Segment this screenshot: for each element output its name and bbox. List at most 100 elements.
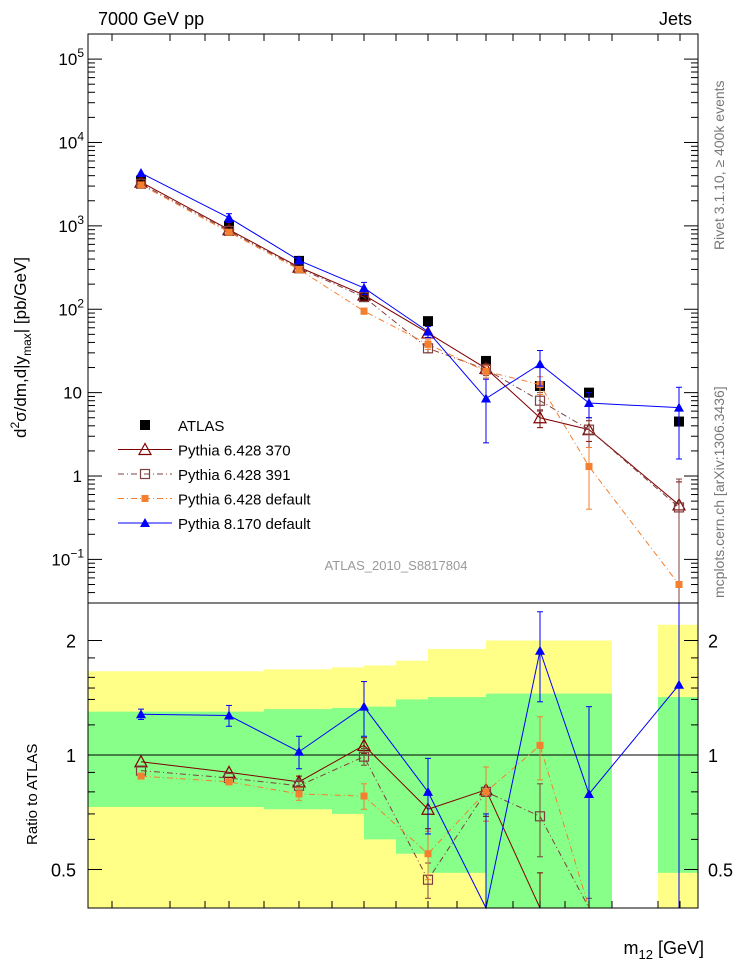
data-point-p8 <box>136 168 146 178</box>
data-point-p8 <box>674 402 684 412</box>
ratio-series-pdefault <box>137 716 679 909</box>
ratio-uncertainty-bands <box>88 624 698 908</box>
upper-tick-label: 1 <box>73 467 82 486</box>
data-point-pdefault <box>360 307 368 315</box>
ratio-point-pdefault <box>536 741 544 749</box>
ratio-tick-label-right: 0.5 <box>708 861 733 881</box>
ratio-tick-label-right: 1 <box>708 746 718 766</box>
upper-tick-label: 103 <box>58 213 84 236</box>
legend-item-p391: Pythia 6.428 391 <box>118 467 291 484</box>
data-point-p8 <box>584 398 594 408</box>
mcplots-label: mcplots.cern.ch [arXiv:1306.3436] <box>711 386 727 598</box>
ratio-band-inner <box>264 709 299 810</box>
data-point-atlas <box>136 175 146 186</box>
upper-panel-data <box>133 168 687 604</box>
legend-marker-p8 <box>140 518 150 527</box>
data-point-p370 <box>532 410 548 424</box>
upper-tick-label: 10−1 <box>51 546 84 569</box>
header-right: Jets <box>659 9 692 29</box>
data-point-pdefault <box>424 340 432 348</box>
data-point-pdefault <box>482 367 490 375</box>
ratio-band-inner <box>229 711 264 807</box>
ratio-point-p8 <box>674 679 684 689</box>
data-point-p8 <box>294 255 304 265</box>
ratio-band-inner <box>141 711 185 807</box>
watermark-label: ATLAS_2010_S8817804 <box>325 558 468 573</box>
header-left: 7000 GeV pp <box>98 9 204 29</box>
ratio-band-inner <box>88 711 141 807</box>
ratio-point-p370 <box>221 765 237 779</box>
data-point-p8 <box>423 326 433 336</box>
data-point-pdefault <box>295 265 303 273</box>
legend-item-p8: Pythia 8.170 default <box>118 516 311 533</box>
ratio-point-p8 <box>535 645 545 655</box>
legend-item-p370: Pythia 6.428 370 <box>118 442 291 460</box>
ratio-band-inner <box>565 693 589 908</box>
ratio-point-p370 <box>133 754 149 768</box>
ratio-point-pdefault <box>225 778 233 786</box>
ratio-point-p8 <box>584 788 594 798</box>
data-point-p391 <box>534 395 546 406</box>
ratio-band-inner <box>658 697 698 873</box>
legend-label-pdefault: Pythia 6.428 default <box>178 492 311 509</box>
data-point-atlas <box>481 355 491 366</box>
ratio-point-p391 <box>358 751 370 762</box>
data-point-pdefault <box>225 228 233 236</box>
ratio-point-p8 <box>136 709 146 719</box>
rivet-label: Rivet 3.1.10, ≥ 400k events <box>711 80 727 250</box>
series-line-p8 <box>140 172 680 409</box>
ratio-point-p391 <box>534 811 546 822</box>
ratio-band-inner <box>457 697 486 873</box>
ratio-panel-data <box>133 603 684 910</box>
legend-marker-p370 <box>137 442 153 456</box>
data-point-p8 <box>359 282 369 292</box>
series-atlas <box>136 175 684 427</box>
data-point-pdefault <box>675 581 683 589</box>
series-p8 <box>136 168 684 460</box>
series-line-p391 <box>140 183 680 508</box>
ratio-y-axis-label: Ratio to ATLAS <box>24 744 41 845</box>
data-point-p8 <box>224 212 234 222</box>
upper-tick-label: 102 <box>58 296 84 319</box>
ratio-point-pdefault <box>482 788 490 796</box>
ratio-tick-label-left: 1 <box>66 746 76 766</box>
upper-y-axis-label: d2σ/dm,d|ymax| [pb/GeV] <box>8 257 34 438</box>
legend-label-p8: Pythia 8.170 default <box>178 516 311 533</box>
ratio-point-p8 <box>224 710 234 720</box>
data-point-pdefault <box>137 181 145 189</box>
legend-label-p370: Pythia 6.428 370 <box>178 443 291 460</box>
legend-marker-pdefault <box>141 495 149 502</box>
data-point-p391 <box>673 502 685 513</box>
data-point-pdefault <box>585 463 593 471</box>
series-p391 <box>135 178 685 604</box>
ratio-tick-label-right: 2 <box>708 632 718 652</box>
ratio-point-pdefault <box>295 790 303 798</box>
legend-marker-p391 <box>139 468 151 480</box>
x-axis-label: m12 [GeV] <box>624 938 705 962</box>
legend: ATLAS Pythia 6.428 370 Pythia 6.428 391 Pyt… <box>118 418 311 533</box>
data-point-p8 <box>481 393 491 403</box>
ratio-point-pdefault <box>360 792 368 800</box>
ratio-point-pdefault <box>137 772 145 780</box>
legend-marker-atlas <box>140 420 150 430</box>
ratio-series-p8 <box>136 603 684 910</box>
ratio-point-p8 <box>423 786 433 796</box>
ratio-tick-label-left: 0.5 <box>51 861 76 881</box>
ratio-point-p8 <box>359 701 369 711</box>
ratio-band-inner <box>396 699 428 854</box>
legend-item-pdefault: Pythia 6.428 default <box>118 492 311 509</box>
upper-tick-label: 10 <box>63 384 82 403</box>
upper-tick-label: 105 <box>58 46 84 69</box>
data-point-p8 <box>535 359 545 369</box>
ratio-band-inner <box>185 711 229 807</box>
ratio-point-pdefault <box>424 850 432 858</box>
legend-label-atlas: ATLAS <box>178 418 224 435</box>
ratio-band-inner <box>513 693 540 908</box>
data-point-atlas <box>423 316 433 327</box>
data-point-p391 <box>583 424 595 435</box>
ratio-band-inner <box>299 709 332 810</box>
legend-item-atlas: ATLAS <box>140 418 224 435</box>
ratio-point-p8 <box>294 746 304 756</box>
